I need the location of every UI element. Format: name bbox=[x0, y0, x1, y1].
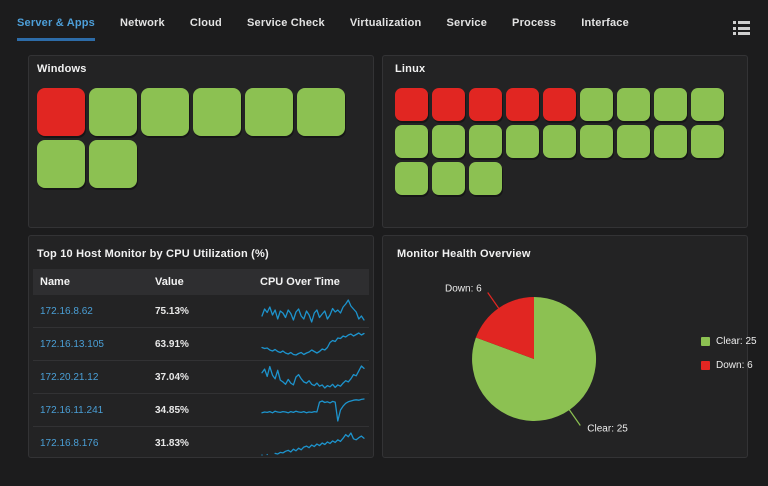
status-tile-clear[interactable] bbox=[245, 88, 293, 136]
pie-callout-line bbox=[568, 409, 581, 426]
windows-status-panel: Windows bbox=[28, 55, 374, 228]
table-header-row: Name Value CPU Over Time bbox=[33, 269, 369, 295]
tab-cloud[interactable]: Cloud bbox=[189, 17, 222, 29]
host-link[interactable]: 172.16.11.241 bbox=[40, 404, 104, 416]
host-link[interactable]: 172.16.8.62 bbox=[40, 305, 93, 317]
windows-panel-title: Windows bbox=[37, 63, 87, 75]
status-tile-down[interactable] bbox=[543, 88, 576, 121]
top10-panel-title: Top 10 Host Monitor by CPU Utilization (… bbox=[37, 248, 269, 260]
legend-label: Clear: 25 bbox=[716, 336, 757, 347]
legend-item-down[interactable]: Down: 6 bbox=[701, 360, 757, 371]
legend-swatch bbox=[701, 337, 710, 346]
status-tile-clear[interactable] bbox=[543, 125, 576, 158]
pie-slice-label: Down: 6 bbox=[445, 284, 482, 295]
status-tile-clear[interactable] bbox=[141, 88, 189, 136]
table-row: 172.20.21.12 37.04% bbox=[33, 361, 369, 394]
list-menu-row bbox=[733, 21, 750, 24]
column-header-name: Name bbox=[40, 276, 70, 288]
status-tile-clear[interactable] bbox=[654, 88, 687, 121]
top10-cpu-panel: Top 10 Host Monitor by CPU Utilization (… bbox=[28, 235, 374, 458]
tab-service-check[interactable]: Service Check bbox=[246, 17, 325, 29]
tab-interface[interactable]: Interface bbox=[581, 17, 629, 29]
pie-callout-line bbox=[487, 292, 500, 309]
monitor-health-panel: Monitor Health Overview Clear: 25 Down: 6… bbox=[382, 235, 757, 459]
legend-swatch bbox=[701, 361, 710, 370]
tile-row bbox=[395, 125, 735, 158]
health-panel-title: Monitor Health Overview bbox=[397, 248, 531, 260]
status-tile-clear[interactable] bbox=[37, 140, 85, 188]
column-header-cpu-over-time: CPU Over Time bbox=[260, 276, 340, 288]
status-tile-clear[interactable] bbox=[469, 162, 502, 195]
pie-slice-clear[interactable] bbox=[472, 296, 597, 421]
table-row: 172.16.8.176 31.83% bbox=[33, 427, 369, 460]
pie-slice-down[interactable] bbox=[475, 297, 534, 359]
status-tile-clear[interactable] bbox=[691, 125, 724, 158]
tile-row bbox=[37, 88, 365, 136]
status-tile-clear[interactable] bbox=[432, 125, 465, 158]
tab-process[interactable]: Process bbox=[512, 17, 557, 29]
table-row: 172.16.11.241 34.85% bbox=[33, 394, 369, 427]
status-tile-clear[interactable] bbox=[89, 88, 137, 136]
cpu-value: 31.83% bbox=[155, 438, 189, 449]
status-tile-clear[interactable] bbox=[617, 125, 650, 158]
status-tile-clear[interactable] bbox=[691, 88, 724, 121]
linux-panel-title: Linux bbox=[395, 63, 426, 75]
list-menu-row bbox=[733, 26, 750, 30]
status-tile-clear[interactable] bbox=[506, 125, 539, 158]
tab-virtualization[interactable]: Virtualization bbox=[349, 17, 422, 29]
status-tile-clear[interactable] bbox=[432, 162, 465, 195]
status-tile-down[interactable] bbox=[432, 88, 465, 121]
top-nav-tabs: Server & Apps Network Cloud Service Check Vi… bbox=[17, 0, 708, 64]
status-tile-down[interactable] bbox=[506, 88, 539, 121]
table-row: 172.16.8.62 75.13% bbox=[33, 295, 369, 328]
status-tile-down[interactable] bbox=[469, 88, 502, 121]
pie-legend: Clear: 25 Down: 6 bbox=[701, 336, 757, 371]
status-tile-clear[interactable] bbox=[297, 88, 345, 136]
cpu-sparkline bbox=[260, 298, 370, 324]
tile-row bbox=[395, 162, 735, 195]
status-tile-clear[interactable] bbox=[654, 125, 687, 158]
tab-server-apps[interactable]: Server & Apps bbox=[17, 17, 95, 41]
column-header-value: Value bbox=[155, 276, 184, 288]
cpu-value: 75.13% bbox=[155, 305, 189, 317]
status-tile-clear[interactable] bbox=[395, 162, 428, 195]
host-link[interactable]: 172.16.8.176 bbox=[40, 438, 99, 449]
legend-item-clear[interactable]: Clear: 25 bbox=[701, 336, 757, 347]
cpu-sparkline bbox=[260, 397, 370, 423]
status-tile-down[interactable] bbox=[395, 88, 428, 121]
legend-label: Down: 6 bbox=[716, 360, 753, 371]
cpu-value: 34.85% bbox=[155, 404, 189, 416]
tab-network[interactable]: Network bbox=[120, 17, 165, 29]
cpu-sparkline bbox=[260, 431, 370, 457]
cpu-value: 63.91% bbox=[155, 338, 189, 350]
status-tile-clear[interactable] bbox=[580, 88, 613, 121]
host-link[interactable]: 172.16.13.105 bbox=[40, 338, 104, 350]
windows-tile-grid bbox=[37, 88, 365, 188]
status-tile-clear[interactable] bbox=[580, 125, 613, 158]
status-tile-clear[interactable] bbox=[469, 125, 502, 158]
status-tile-down[interactable] bbox=[37, 88, 85, 136]
status-tile-clear[interactable] bbox=[89, 140, 137, 188]
cpu-sparkline bbox=[260, 364, 370, 390]
tile-row bbox=[37, 140, 365, 188]
table-row: 172.16.13.105 63.91% bbox=[33, 328, 369, 361]
pie-slice-label: Clear: 25 bbox=[587, 424, 628, 435]
list-menu-row bbox=[733, 32, 750, 35]
status-tile-clear[interactable] bbox=[617, 88, 650, 121]
health-pie-chart: Clear: 25 Down: 6 bbox=[383, 236, 749, 459]
list-menu-icon[interactable] bbox=[733, 21, 750, 35]
status-tile-clear[interactable] bbox=[395, 125, 428, 158]
tile-row bbox=[395, 88, 735, 121]
linux-tile-grid bbox=[395, 88, 735, 195]
cpu-value: 37.04% bbox=[155, 371, 189, 383]
table-body: 172.16.8.62 75.13% 172.16.13.105 63.91% 172.… bbox=[33, 295, 369, 460]
status-tile-clear[interactable] bbox=[193, 88, 241, 136]
linux-status-panel: Linux bbox=[382, 55, 748, 228]
host-link[interactable]: 172.20.21.12 bbox=[40, 371, 99, 383]
cpu-sparkline bbox=[260, 331, 370, 357]
tab-service[interactable]: Service bbox=[446, 17, 488, 29]
